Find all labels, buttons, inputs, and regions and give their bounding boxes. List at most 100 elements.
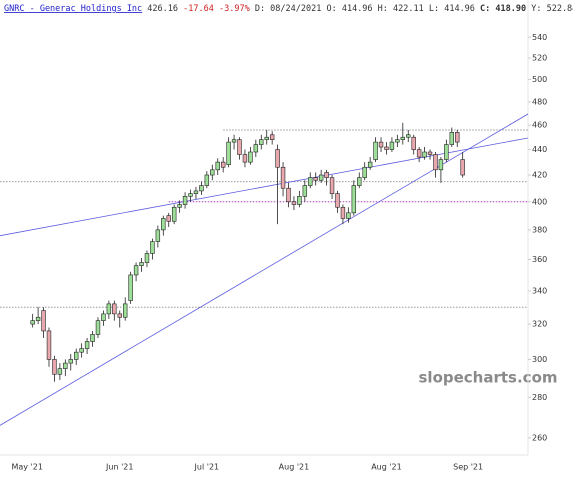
candle-body	[259, 139, 264, 145]
y-tick-label: 360	[532, 255, 547, 264]
field: L: 414.96	[429, 4, 475, 14]
candle-body	[264, 136, 269, 140]
candle-body	[139, 262, 144, 266]
x-tick-label: Aug '21	[279, 463, 310, 472]
x-tick-label: Sep '21	[453, 463, 483, 472]
candle-body	[112, 303, 117, 315]
y-tick-label: 480	[532, 97, 547, 106]
candle-body	[318, 174, 324, 181]
candle-body	[416, 149, 422, 158]
candle-body	[411, 136, 416, 150]
y-tick-label: 260	[532, 433, 547, 442]
candle-body	[41, 310, 46, 332]
y-tick-label: 420	[532, 171, 547, 180]
y-tick-label: 400	[532, 197, 547, 206]
candle-body	[237, 139, 242, 155]
candle-body	[30, 320, 35, 325]
x-tick-label: Aug '21	[371, 463, 402, 472]
candle-body	[422, 151, 427, 158]
candle-body	[204, 174, 210, 186]
y-tick-label: 460	[532, 121, 547, 130]
x-tick-label: Jun '21	[105, 463, 133, 472]
candle-body	[117, 313, 122, 318]
candle-body	[155, 229, 161, 242]
candle-body	[95, 320, 101, 335]
candle-body	[210, 169, 215, 176]
trend-line	[0, 113, 528, 426]
candle-body	[395, 139, 400, 143]
candle-body	[362, 166, 367, 178]
candle-body	[351, 185, 357, 214]
candle-body	[357, 177, 362, 186]
candle-body	[57, 368, 63, 375]
candle-body	[171, 206, 177, 222]
candle-body	[220, 161, 226, 168]
y-tick-label: 340	[532, 286, 547, 295]
candle-body	[79, 348, 84, 353]
candle-body	[248, 151, 253, 163]
candle-body	[400, 136, 406, 140]
y-tick-label: 320	[532, 320, 547, 329]
candle-body	[106, 303, 112, 315]
candle-body	[215, 161, 220, 171]
candle-body	[449, 132, 454, 145]
header: GNRC - Generac Holdings Inc 426.16 -17.6…	[4, 4, 573, 14]
candle-body	[68, 359, 73, 364]
price: 426.16	[147, 4, 178, 14]
field: H: 422.11	[378, 4, 424, 14]
y-tick-label: 520	[532, 53, 547, 62]
y-tick-label: 280	[532, 393, 547, 402]
candle-body	[177, 204, 182, 208]
candle-body	[346, 212, 351, 219]
candle-body	[433, 154, 438, 171]
candle-body	[182, 196, 188, 205]
candle-body	[438, 159, 444, 171]
symbol-name[interactable]: GNRC - Generac Holdings Inc	[4, 4, 142, 14]
candle-body	[406, 134, 411, 138]
candle-body	[122, 303, 128, 318]
candle-body	[291, 201, 297, 205]
field: C: 418.90	[480, 4, 526, 14]
candle-body	[166, 215, 171, 222]
candle-body	[231, 139, 237, 143]
candle-body	[128, 274, 133, 301]
candle-body	[101, 313, 106, 321]
candle-body	[253, 144, 259, 153]
candle-body	[455, 132, 460, 143]
candle-body	[144, 253, 150, 263]
y-tick-label: 540	[532, 33, 547, 42]
candle-body	[373, 141, 378, 160]
candle-body	[302, 185, 308, 197]
candle-body	[444, 144, 449, 160]
watermark: slopecharts.com	[419, 369, 558, 387]
change-pct: -3.97%	[219, 4, 250, 14]
candle-body	[84, 341, 90, 349]
candle-body	[367, 161, 373, 168]
candle-body	[193, 190, 199, 194]
candle-body	[384, 146, 389, 150]
candle-body	[35, 316, 41, 321]
candle-body	[280, 166, 286, 189]
candle-body	[242, 154, 248, 163]
candle-body	[308, 177, 313, 186]
candle-body	[63, 362, 68, 369]
field: O: 414.96	[326, 4, 372, 14]
candle-body	[378, 141, 384, 148]
y-tick-label: 500	[532, 75, 547, 84]
candle-body	[199, 185, 204, 192]
candle-body	[297, 196, 302, 205]
candle-body	[188, 193, 193, 197]
candle-body	[340, 206, 346, 219]
candle-body	[74, 351, 79, 360]
field: D: 08/24/2021	[255, 4, 322, 14]
candle-body	[269, 134, 275, 140]
plot-area	[0, 113, 528, 426]
candle-body	[286, 187, 291, 203]
candle-body	[313, 177, 318, 181]
candle-body	[150, 241, 155, 254]
candle-body	[329, 177, 335, 194]
candle-body	[226, 141, 231, 165]
y-tick-label: 440	[532, 145, 547, 154]
candle-body	[90, 334, 95, 342]
y-tick-label: 380	[532, 225, 547, 234]
